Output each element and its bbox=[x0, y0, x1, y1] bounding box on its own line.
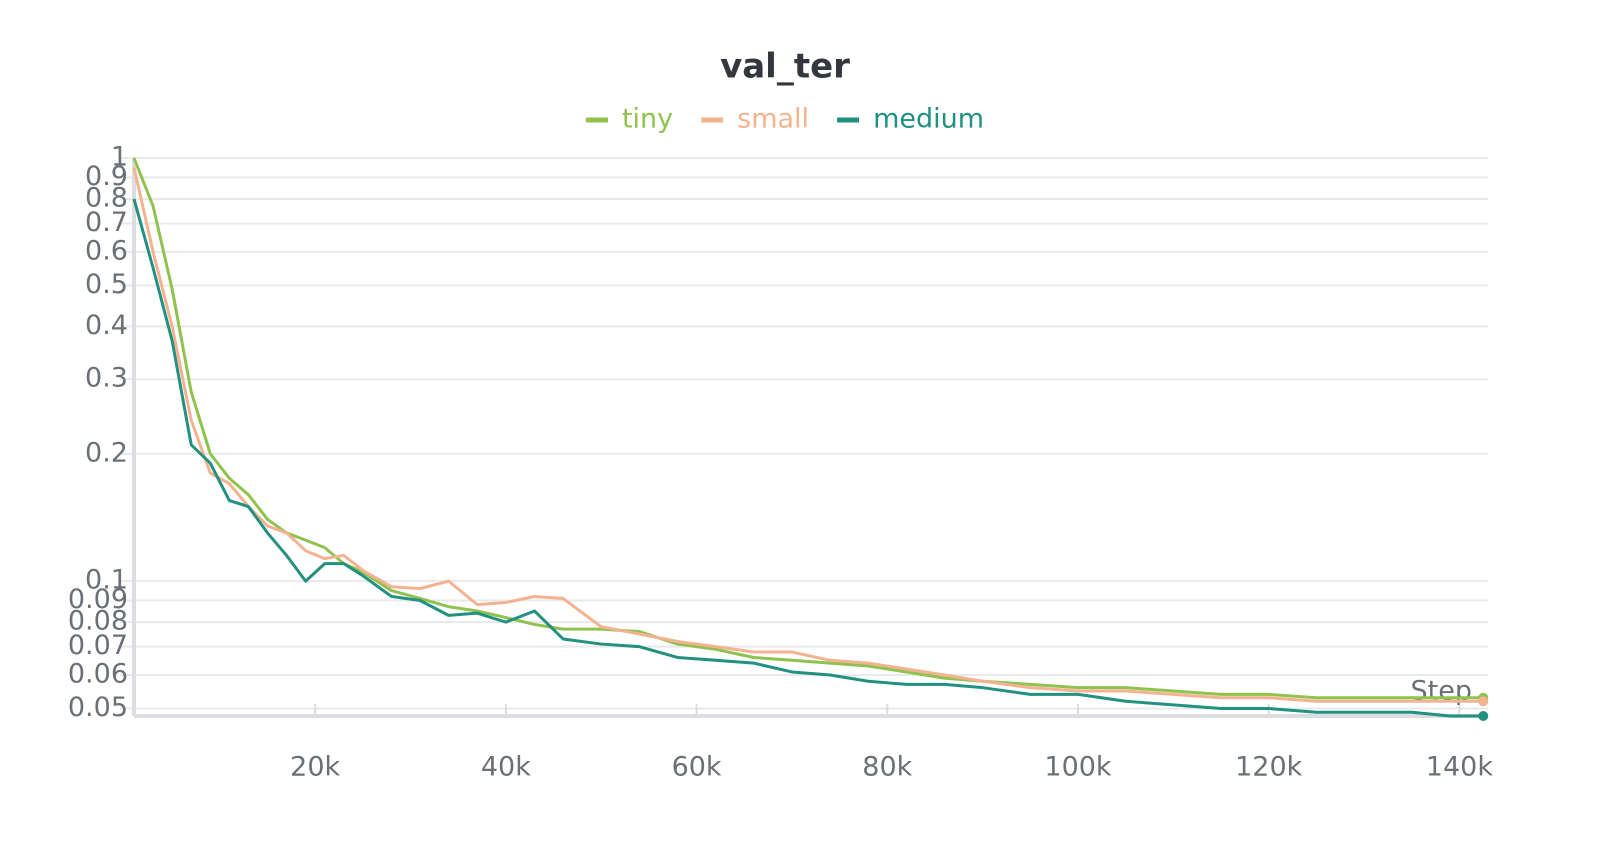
x-tick-label: 120k bbox=[1235, 752, 1303, 783]
x-tick-label: 140k bbox=[1426, 752, 1494, 783]
x-tick-label: 60k bbox=[672, 752, 722, 783]
chart-title: val_ter bbox=[720, 47, 850, 87]
y-tick-label: 0.06 bbox=[68, 658, 128, 689]
x-tick-label: 100k bbox=[1044, 752, 1112, 783]
legend-label: tiny bbox=[622, 104, 673, 135]
series-line bbox=[132, 198, 1484, 718]
y-tick-label: 0.07 bbox=[68, 630, 128, 661]
y-tick-label: 0.2 bbox=[85, 437, 128, 468]
y-tick-label: 0.6 bbox=[85, 235, 128, 266]
y-tick-label: 0.09 bbox=[68, 584, 128, 615]
y-tick-label: 0.9 bbox=[85, 161, 128, 192]
series-line bbox=[132, 167, 1484, 703]
y-tick-label: 0.05 bbox=[68, 692, 128, 723]
y-tick-label: 0.8 bbox=[85, 183, 128, 214]
y-tick-label: 0.08 bbox=[68, 606, 128, 637]
legend: tiny small medium bbox=[585, 104, 984, 135]
x-tick-label: 40k bbox=[481, 752, 531, 783]
x-tick-label: 20k bbox=[290, 752, 340, 783]
y-tick-label: 0.1 bbox=[85, 565, 128, 596]
end-dot bbox=[1478, 696, 1489, 707]
y-tick-label: 0.5 bbox=[85, 269, 128, 300]
y-tick-label: 0.7 bbox=[85, 207, 128, 238]
y-tick-label: 0.3 bbox=[85, 363, 128, 394]
y-tick-label: 1 bbox=[111, 142, 128, 173]
legend-label: medium bbox=[873, 104, 984, 135]
series-line bbox=[132, 157, 1484, 700]
y-tick-label: 0.4 bbox=[85, 310, 128, 341]
legend-label: small bbox=[737, 104, 809, 135]
end-dot bbox=[1478, 711, 1489, 721]
x-tick-label: 80k bbox=[862, 752, 912, 783]
